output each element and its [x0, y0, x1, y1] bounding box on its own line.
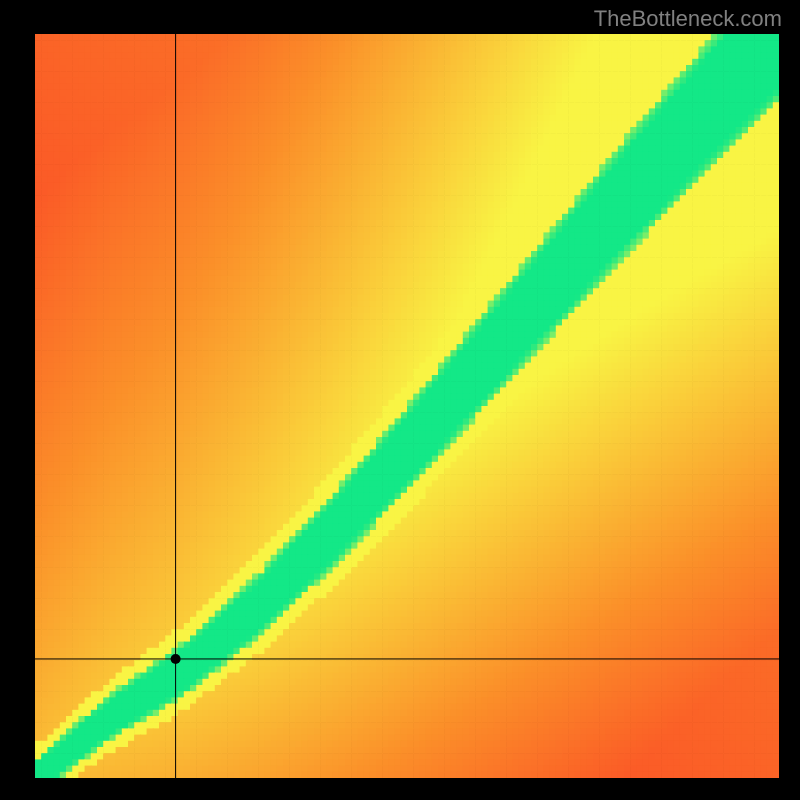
- chart-container: TheBottleneck.com: [0, 0, 800, 800]
- heatmap-canvas: [35, 34, 779, 778]
- watermark-text: TheBottleneck.com: [594, 6, 782, 32]
